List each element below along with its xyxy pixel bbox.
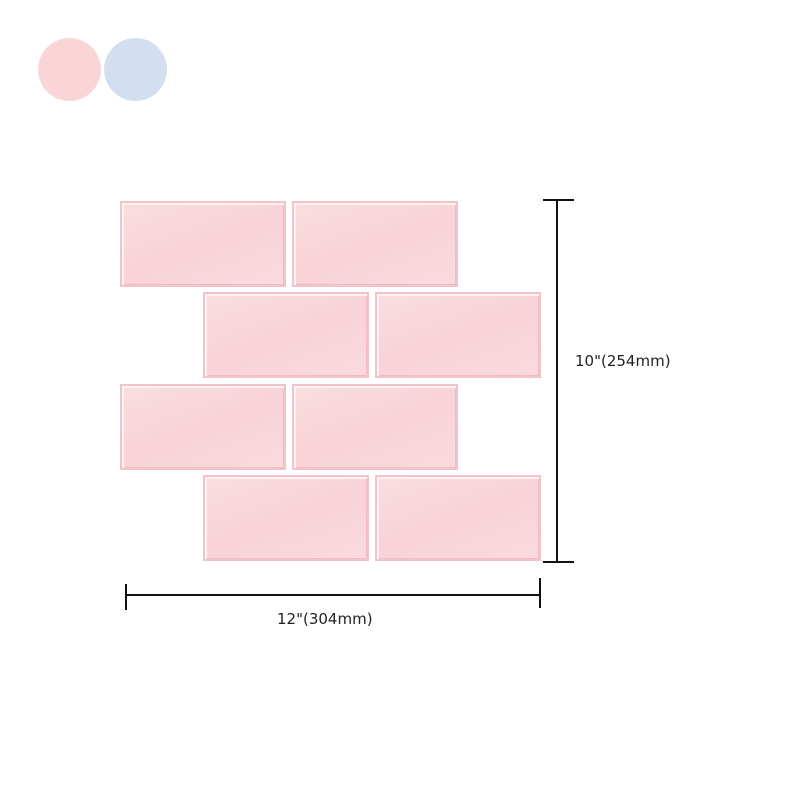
tile bbox=[292, 201, 458, 287]
tile bbox=[120, 384, 286, 470]
tile bbox=[120, 201, 286, 287]
height-label: 10"(254mm) bbox=[575, 352, 671, 370]
tile bbox=[203, 475, 369, 561]
width-label: 12"(304mm) bbox=[277, 610, 373, 628]
tile bbox=[203, 292, 369, 378]
tile bbox=[292, 384, 458, 470]
tile bbox=[375, 292, 541, 378]
color-swatch-pink[interactable] bbox=[38, 38, 101, 101]
tile bbox=[375, 475, 541, 561]
color-swatch-blue[interactable] bbox=[104, 38, 167, 101]
